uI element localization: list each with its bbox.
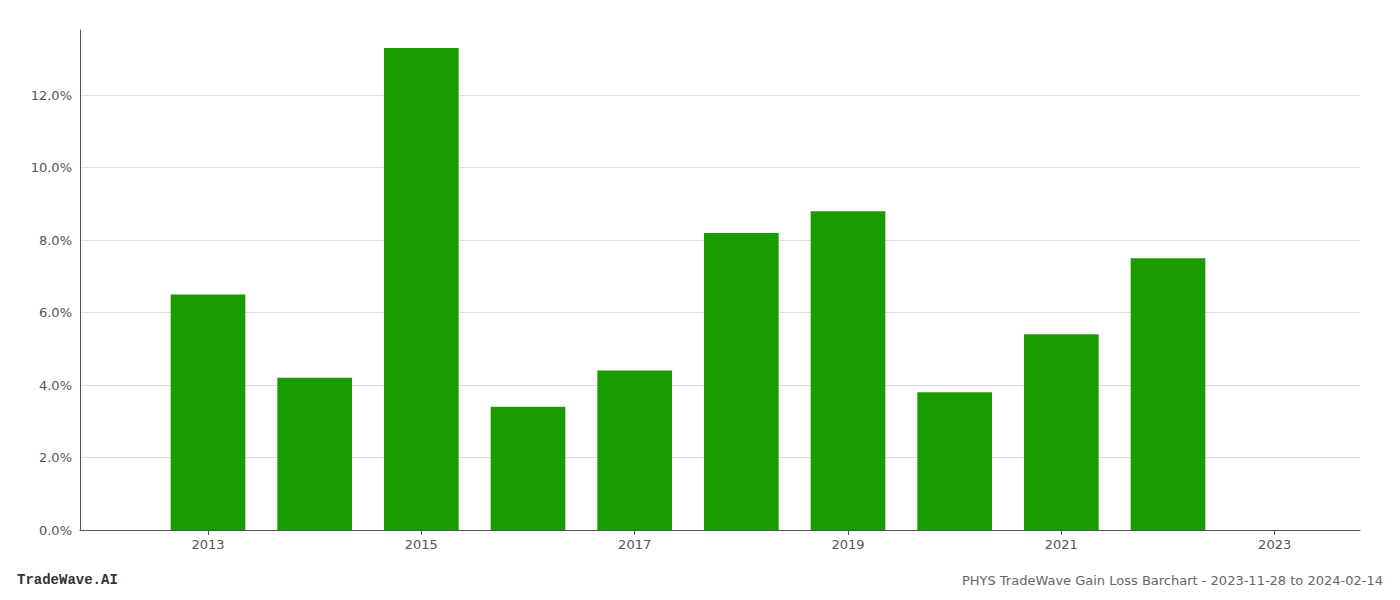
svg-text:2019: 2019 xyxy=(831,537,864,552)
svg-text:12.0%: 12.0% xyxy=(31,88,72,103)
svg-text:PHYS TradeWave Gain Loss Barch: PHYS TradeWave Gain Loss Barchart - 2023… xyxy=(962,573,1383,588)
svg-text:TradeWave.AI: TradeWave.AI xyxy=(17,572,118,588)
svg-text:2015: 2015 xyxy=(405,537,438,552)
svg-text:2023: 2023 xyxy=(1258,537,1291,552)
svg-text:6.0%: 6.0% xyxy=(39,305,72,320)
svg-text:2013: 2013 xyxy=(191,537,224,552)
svg-text:2.0%: 2.0% xyxy=(39,450,72,465)
svg-text:2021: 2021 xyxy=(1045,537,1078,552)
svg-text:2017: 2017 xyxy=(618,537,651,552)
svg-text:4.0%: 4.0% xyxy=(39,378,72,393)
svg-text:0.0%: 0.0% xyxy=(39,523,72,538)
svg-text:8.0%: 8.0% xyxy=(39,233,72,248)
svg-text:10.0%: 10.0% xyxy=(31,160,72,175)
